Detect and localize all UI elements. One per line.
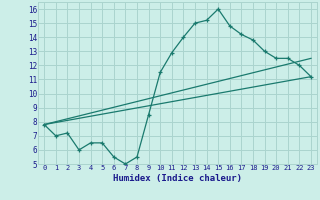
X-axis label: Humidex (Indice chaleur): Humidex (Indice chaleur)	[113, 174, 242, 183]
